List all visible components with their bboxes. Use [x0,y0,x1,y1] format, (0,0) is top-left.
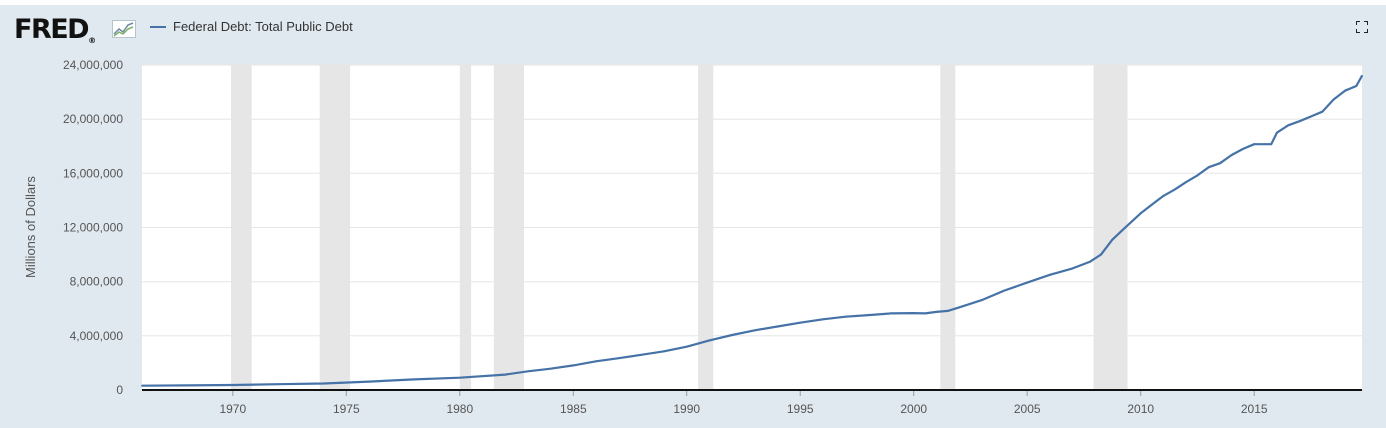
data-point [1122,228,1125,230]
data-point [549,367,552,370]
x-tick-label-6: 2000 [900,402,927,416]
data-point [685,345,688,348]
x-tick-label-5: 1995 [787,402,814,416]
data-point [1253,143,1256,146]
data-point [595,360,597,363]
data-point [799,321,802,324]
data-point [617,357,620,360]
fred-logo-text: FRED [14,14,90,45]
data-point [1207,166,1210,169]
data-point [141,384,143,387]
gridlines [142,64,1362,337]
data-point [1100,253,1102,256]
data-point [1361,74,1363,77]
data-point [1344,89,1346,92]
data-point [1310,115,1312,118]
data-point [731,334,733,336]
data-point [912,312,915,314]
data-point [1196,174,1199,177]
data-point [413,378,416,381]
data-point [1276,131,1278,134]
y-tick-label-0: 0 [116,383,123,397]
data-point [1230,154,1233,156]
data-point [935,311,938,313]
data-point [890,312,892,315]
legend[interactable]: Federal Debt: Total Public Debt [150,19,353,34]
legend-label: Federal Debt: Total Public Debt [173,19,353,34]
data-point [753,329,756,332]
x-tick-label-7: 2005 [1014,402,1041,416]
data-point [277,383,280,386]
data-point [186,384,189,387]
x-tick-label-3: 1985 [560,402,587,416]
x-tick-label-4: 1990 [673,402,700,416]
data-point [1003,289,1006,292]
data-point [1321,110,1324,113]
y-tick-label-4: 16,000,000 [63,166,123,180]
y-axis: 0 4,000,000 8,000,000 12,000,000 16,000,000 2… [63,58,123,397]
data-point [1162,195,1165,197]
x-axis: 1970 1975 1980 1985 1990 1995 2000 2005 2010 2015 [219,390,1268,416]
data-point [1151,203,1153,206]
fred-logo-mark: ® [88,36,97,45]
data-point [1111,238,1114,241]
data-point [980,299,983,301]
data-point [1139,212,1142,215]
y-tick-label-2: 8,000,000 [70,275,124,289]
x-tick-label-8: 2010 [1127,402,1154,416]
x-tick-label-9: 2015 [1241,402,1268,416]
data-point [640,353,643,356]
fred-logo[interactable]: FRED® [14,14,96,45]
data-point [1219,162,1221,165]
data-point [1298,120,1301,123]
data-point [708,339,711,342]
data-point [1026,281,1029,284]
legend-swatch [150,25,166,28]
data-point [1355,85,1358,87]
data-point [946,310,949,312]
data-point [822,318,824,321]
data-point [527,370,529,373]
data-point [924,312,926,315]
y-tick-label-5: 20,000,000 [63,112,123,126]
data-point [1185,181,1187,183]
fullscreen-icon[interactable] [1356,21,1368,33]
y-tick-label-3: 12,000,000 [63,221,123,235]
data-point [504,373,507,376]
x-tick-label-0: 1970 [219,402,246,416]
chart: 0 4,000,000 8,000,000 12,000,000 16,000,000 2… [23,58,1363,416]
y-tick-label-6: 24,000,000 [63,58,123,72]
fred-chart-logo-icon [112,20,136,38]
series-layer [141,74,1363,387]
data-point [1241,148,1244,150]
data-point [572,364,575,367]
data-point [458,376,461,379]
data-point [1173,188,1176,191]
data-point [1332,98,1335,101]
data-point [368,380,370,383]
data-point [663,350,665,353]
data-point [231,384,234,386]
data-point [1071,267,1074,270]
data-point [1049,273,1051,276]
x-tick-label-2: 1980 [446,402,473,416]
data-point [844,315,847,318]
data-point [867,314,870,316]
data-point [958,306,960,309]
chart-header: FRED® Federal Debt: Total Public Debt [0,5,1386,55]
x-tick-label-1: 1975 [333,402,360,416]
data-point [776,325,779,328]
top-edge [0,0,1386,5]
data-point [1287,124,1290,127]
data-point [1270,143,1273,146]
y-axis-title: Millions of Dollars [23,176,38,278]
data-point [1088,261,1091,263]
data-point [322,382,325,385]
y-tick-label-1: 4,000,000 [70,329,124,343]
